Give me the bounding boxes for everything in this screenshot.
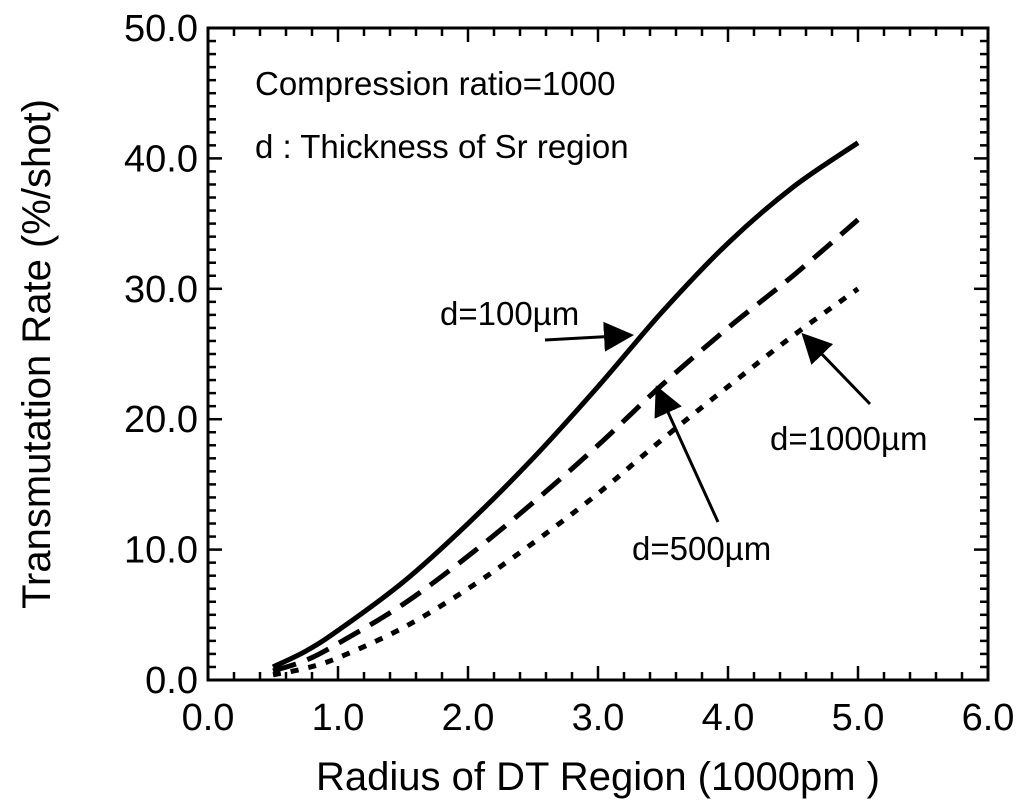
callout-arrow [801, 332, 872, 406]
x-tick-label: 1.0 [312, 697, 365, 739]
tick-labels: 0.0 1.0 2.0 3.0 4.0 5.0 6.0 0.0 10.0 20.0 30.0 40.0… [124, 8, 1014, 739]
y-tick-label: 0.0 [145, 660, 198, 702]
callout-label: d=1000µm [770, 420, 928, 457]
x-tick-label: 5.0 [832, 697, 885, 739]
x-tick-label: 4.0 [702, 697, 755, 739]
callouts: d=100µm d=500µm d=1000µm [440, 295, 928, 567]
series-line-1 [272, 217, 860, 674]
callout-arrow [544, 321, 634, 352]
y-axis-title: Transmutation Rate (%/shot) [15, 99, 59, 609]
x-tick-label: 0.0 [182, 697, 235, 739]
series-lines [271, 140, 860, 678]
callout-arrow [654, 385, 720, 523]
y-tick-label: 50.0 [124, 8, 198, 50]
x-axis-title: Radius of DT Region (1000pm ) [316, 755, 880, 799]
annotation-thickness-definition: d : Thickness of Sr region [255, 128, 629, 165]
x-tick-label: 2.0 [442, 697, 495, 739]
x-tick-label: 6.0 [962, 697, 1015, 739]
y-tick-label: 40.0 [124, 138, 198, 180]
y-tick-label: 10.0 [124, 530, 198, 572]
annotation-compression-ratio: Compression ratio=1000 [255, 65, 615, 102]
callout-label: d=100µm [440, 295, 579, 332]
callout-label: d=500µm [632, 530, 771, 567]
y-tick-label: 30.0 [124, 269, 198, 311]
axis-ticks [206, 26, 990, 682]
x-tick-label: 3.0 [572, 697, 625, 739]
series-line-0 [271, 140, 860, 670]
series-line-2 [272, 286, 860, 678]
plot-frame [206, 26, 990, 682]
y-tick-label: 20.0 [124, 399, 198, 441]
